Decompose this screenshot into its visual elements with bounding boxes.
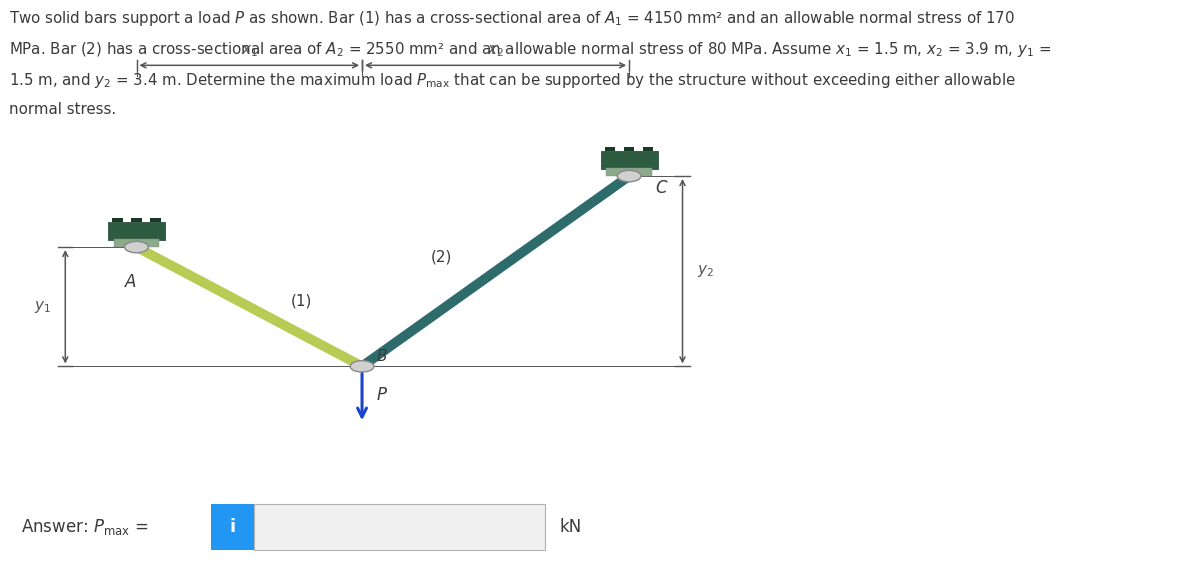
Text: (2): (2): [430, 249, 452, 265]
Bar: [605, 147, 615, 151]
Text: $P$: $P$: [376, 386, 388, 404]
FancyBboxPatch shape: [211, 504, 254, 550]
Circle shape: [125, 241, 148, 253]
Bar: [643, 147, 653, 151]
Text: $x_1$: $x_1$: [241, 43, 258, 59]
Text: Two solid bars support a load $P$ as shown. Bar (1) has a cross-sectional area o: Two solid bars support a load $P$ as sho…: [9, 9, 1015, 27]
Bar: [601, 151, 658, 169]
Text: $B$: $B$: [376, 348, 388, 364]
Text: MPa. Bar (2) has a cross-sectional area of $A_2$ = 2550 mm² and an allowable nor: MPa. Bar (2) has a cross-sectional area …: [9, 40, 1052, 59]
Bar: [114, 239, 159, 248]
Bar: [624, 147, 634, 151]
Text: $A$: $A$: [123, 273, 138, 291]
Bar: [132, 218, 141, 222]
Bar: [610, 159, 648, 173]
Text: Answer: $P_\mathrm{max}$ =: Answer: $P_\mathrm{max}$ =: [21, 517, 148, 537]
Text: 1.5 m, and $y_2$ = 3.4 m. Determine the maximum load $P_\mathrm{max}$ that can b: 1.5 m, and $y_2$ = 3.4 m. Determine the …: [9, 71, 1016, 90]
Bar: [607, 168, 652, 176]
Text: (1): (1): [291, 294, 312, 308]
Circle shape: [350, 361, 374, 372]
Text: i: i: [229, 518, 236, 536]
Text: kN: kN: [559, 518, 582, 536]
Bar: [118, 230, 155, 244]
Bar: [108, 222, 165, 240]
Text: $y_1$: $y_1$: [34, 299, 51, 315]
Bar: [151, 218, 160, 222]
Text: $x_2$: $x_2$: [487, 43, 504, 59]
Bar: [113, 218, 122, 222]
Text: $C$: $C$: [655, 179, 668, 197]
Circle shape: [617, 170, 641, 182]
FancyBboxPatch shape: [254, 504, 545, 550]
Text: normal stress.: normal stress.: [9, 102, 116, 117]
Text: $y_2$: $y_2$: [697, 263, 713, 279]
